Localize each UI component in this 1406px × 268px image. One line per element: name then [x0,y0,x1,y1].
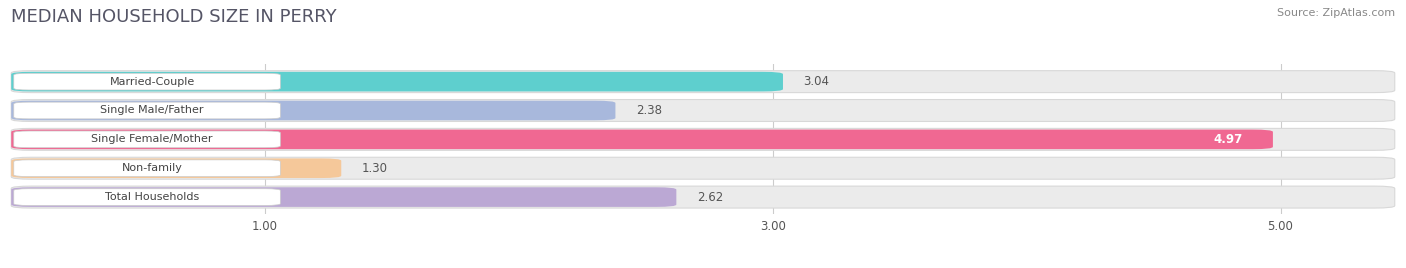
Text: Married-Couple: Married-Couple [110,77,195,87]
FancyBboxPatch shape [14,160,280,177]
FancyBboxPatch shape [11,128,1395,150]
FancyBboxPatch shape [11,72,783,91]
Text: Single Male/Father: Single Male/Father [100,106,204,116]
FancyBboxPatch shape [11,158,342,178]
Text: 2.38: 2.38 [636,104,662,117]
FancyBboxPatch shape [14,73,280,90]
Text: 2.62: 2.62 [696,191,723,204]
FancyBboxPatch shape [11,186,1395,208]
Text: 1.30: 1.30 [361,162,388,175]
FancyBboxPatch shape [11,101,616,120]
Text: Source: ZipAtlas.com: Source: ZipAtlas.com [1277,8,1395,18]
FancyBboxPatch shape [14,131,280,148]
FancyBboxPatch shape [14,102,280,119]
FancyBboxPatch shape [11,71,1395,93]
Text: 3.04: 3.04 [803,75,830,88]
FancyBboxPatch shape [11,187,676,207]
Text: MEDIAN HOUSEHOLD SIZE IN PERRY: MEDIAN HOUSEHOLD SIZE IN PERRY [11,8,337,26]
FancyBboxPatch shape [14,189,280,206]
FancyBboxPatch shape [11,157,1395,179]
FancyBboxPatch shape [11,99,1395,121]
Text: Single Female/Mother: Single Female/Mother [91,134,212,144]
FancyBboxPatch shape [11,129,1272,149]
Text: Non-family: Non-family [122,163,183,173]
Text: Total Households: Total Households [105,192,200,202]
Text: 4.97: 4.97 [1213,133,1243,146]
